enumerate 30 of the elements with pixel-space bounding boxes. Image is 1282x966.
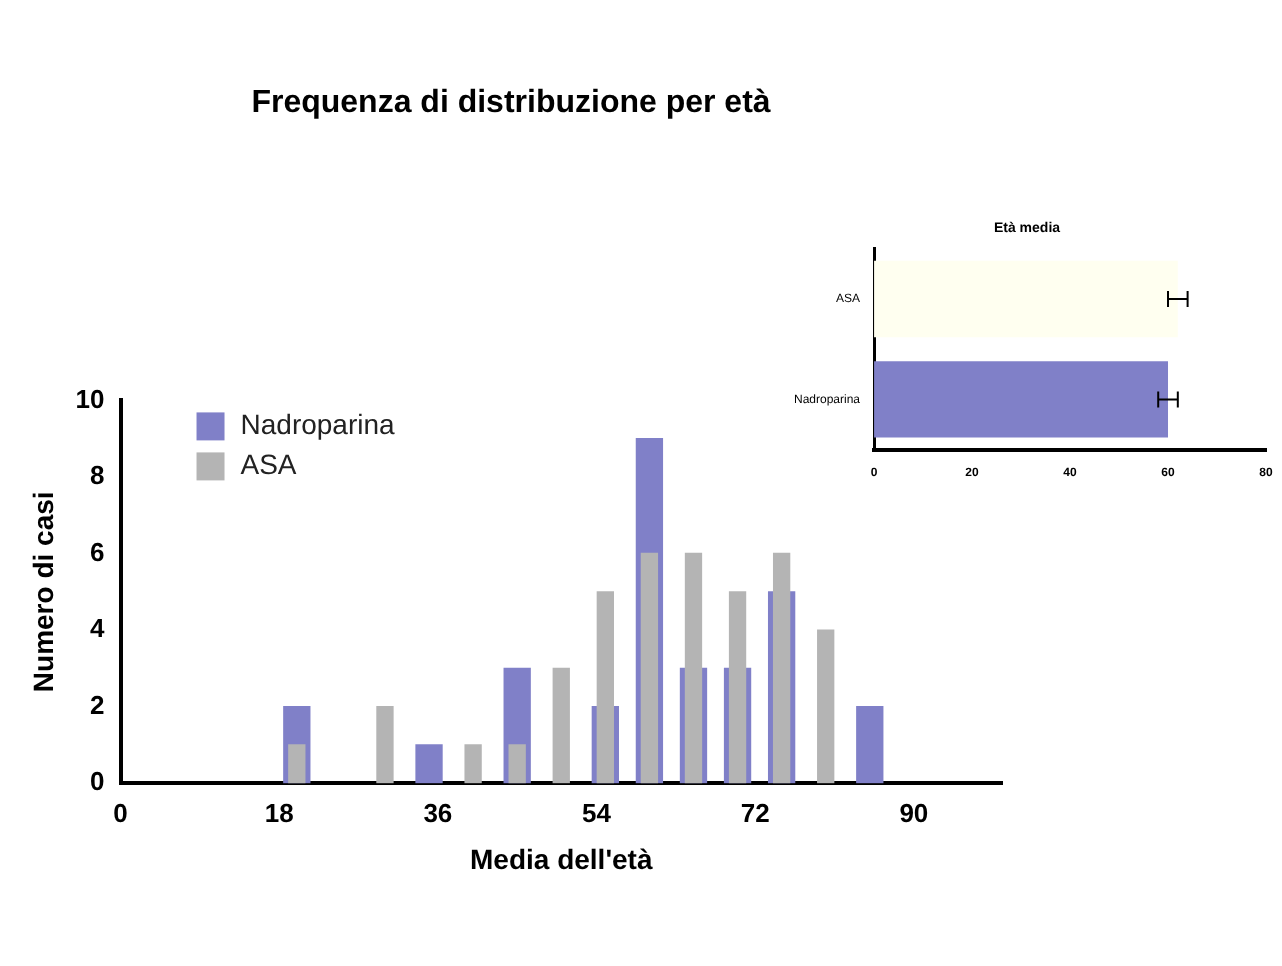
x-tick-label: 36	[423, 797, 453, 828]
bar	[728, 591, 747, 784]
bar	[684, 552, 703, 784]
bar	[376, 705, 394, 784]
bar	[640, 552, 659, 784]
x-tick-label: 54	[582, 797, 613, 828]
bar	[508, 744, 526, 784]
bar	[288, 744, 306, 784]
y-axis-title: Numero di casi	[26, 491, 59, 693]
y-tick-label: 10	[75, 383, 105, 414]
x-tick-label: 0	[113, 797, 128, 828]
x-tick-label: 72	[740, 797, 770, 828]
x-tick-label: 90	[899, 797, 929, 828]
y-tick-label: 4	[90, 613, 107, 644]
bar	[415, 744, 443, 784]
legend-label: Nadroparina	[240, 408, 396, 441]
x-tick-label: 18	[264, 797, 294, 828]
chart-title: Frequenza di distribuzione per età	[251, 86, 771, 121]
bar	[772, 552, 791, 784]
bar	[596, 591, 614, 784]
bar	[464, 744, 482, 784]
y-tick-label: 0	[90, 766, 105, 797]
bar	[856, 705, 884, 784]
bar	[817, 629, 835, 784]
y-tick-label: 2	[90, 689, 105, 720]
legend-label: ASA	[240, 448, 298, 481]
y-tick-label: 8	[90, 460, 105, 491]
x-axis-title: Media dell'età	[470, 842, 653, 875]
y-tick-label: 6	[90, 536, 105, 567]
bar	[552, 667, 570, 784]
